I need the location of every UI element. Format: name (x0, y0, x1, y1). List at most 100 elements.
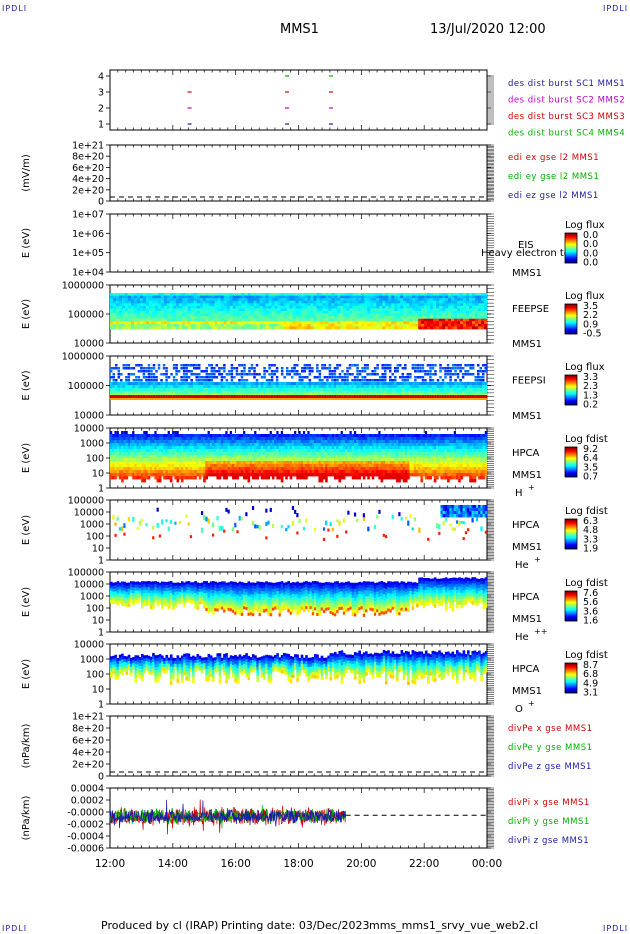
legend-entry: des dist burst SC1 MMS1 (508, 79, 625, 89)
spectro-cell (265, 370, 269, 373)
spectro-cell (112, 440, 115, 444)
spectro-cell (386, 364, 389, 367)
colorbar-cell (565, 240, 577, 242)
spectro-cell (316, 367, 319, 370)
spectro-cell (451, 398, 455, 400)
spectro-cell (125, 476, 129, 480)
spectro-cell (293, 382, 297, 386)
y-tick-label: 4e+20 (72, 748, 104, 759)
spectro-cell (151, 298, 156, 302)
spectro-cell (134, 458, 138, 462)
spectro-cell (378, 388, 382, 392)
y-tick-label: 4 (98, 72, 104, 83)
spectro-cell (348, 388, 352, 392)
colorbar-cell (565, 318, 577, 320)
spectro-cell (436, 308, 440, 312)
spectro-cell (143, 476, 146, 480)
spectro-cell (303, 395, 307, 398)
spectro-cell (157, 293, 162, 296)
spectro-cell (481, 364, 485, 367)
spectro-cell (394, 398, 397, 400)
spectro-cell (376, 318, 380, 322)
spectro-cell (451, 367, 455, 370)
colorbar-cell (565, 399, 577, 401)
spectro-cell (409, 382, 412, 386)
spectro-cell (241, 300, 246, 304)
spectro-cell (304, 316, 308, 320)
spectro-cell (114, 437, 118, 441)
colorbar-frame (564, 232, 578, 264)
legend-entry: edi ez gse l2 MMS1 (508, 191, 599, 201)
spectro-cell (454, 303, 458, 307)
spectro-cell (152, 467, 155, 471)
spectro-cell (289, 326, 293, 330)
spectro-cell (205, 391, 209, 395)
spectro-cell (265, 295, 269, 299)
spectro-cell (172, 293, 177, 296)
spectro-cell (346, 376, 349, 379)
species-label: MMS1 (512, 339, 542, 350)
spectro-cell (205, 382, 209, 386)
spectro-cell (241, 303, 246, 307)
spectro-cell (439, 398, 443, 400)
spectro-cell (461, 367, 465, 370)
spectro-cell (228, 385, 232, 389)
spectro-cell (178, 446, 182, 450)
spectro-cell (433, 323, 437, 327)
y-tick-label: 1e+06 (72, 229, 104, 240)
spectro-cell (118, 437, 122, 441)
spectro-cell (449, 376, 452, 379)
spectro-cell (430, 295, 434, 299)
spectro-cell (116, 470, 120, 474)
spectro-cell (208, 382, 211, 386)
spectro-cell (427, 300, 431, 304)
spectro-cell (178, 293, 183, 296)
spectro-cell (238, 295, 243, 299)
spectro-cell (156, 443, 160, 447)
spectro-cell (163, 455, 166, 459)
spectro-cell (313, 376, 317, 379)
spectro-cell (129, 443, 133, 447)
spectro-cell (125, 379, 128, 382)
spectro-cell (211, 318, 216, 322)
spectro-cell (343, 398, 347, 400)
spectro-cell (244, 321, 249, 325)
spectro-cell (138, 440, 142, 444)
spectro-cell (118, 440, 122, 444)
spectro-cell (308, 391, 312, 395)
spectro-cell (469, 300, 473, 304)
spectro-cell (308, 398, 312, 400)
spectro-cell (445, 311, 449, 314)
spectro-cell (414, 379, 417, 382)
spectro-cell (451, 303, 455, 307)
spectro-cell (134, 449, 138, 453)
spectro-cell (127, 443, 131, 447)
spectro-cell (136, 313, 141, 317)
spectro-cell (421, 303, 425, 307)
spectro-cell (445, 298, 449, 302)
spectro-cell (295, 391, 299, 395)
spectro-cell (190, 305, 195, 309)
spectro-cell (145, 313, 150, 317)
spectro-cell (147, 370, 151, 373)
spectro-cell (363, 395, 367, 398)
spectro-cell (196, 311, 201, 314)
spectro-cell (150, 382, 154, 386)
spectro-cell (381, 388, 385, 392)
spectro-cell (430, 326, 434, 330)
spectro-cell (145, 398, 149, 400)
spectro-cell (155, 379, 158, 382)
spectro-cell (178, 470, 182, 474)
spectro-cell (307, 311, 311, 314)
spectro-cell (169, 455, 173, 459)
spectro-cell (263, 398, 267, 400)
spectro-cell (349, 318, 353, 322)
spectro-cell (304, 311, 308, 314)
spectro-cell (367, 305, 371, 309)
spectro-cell (351, 364, 354, 367)
spectro-cell (134, 446, 138, 450)
spectro-cell (120, 398, 123, 400)
spectro-cell (373, 321, 377, 325)
spectro-cell (140, 382, 144, 386)
spectro-cell (394, 293, 398, 296)
